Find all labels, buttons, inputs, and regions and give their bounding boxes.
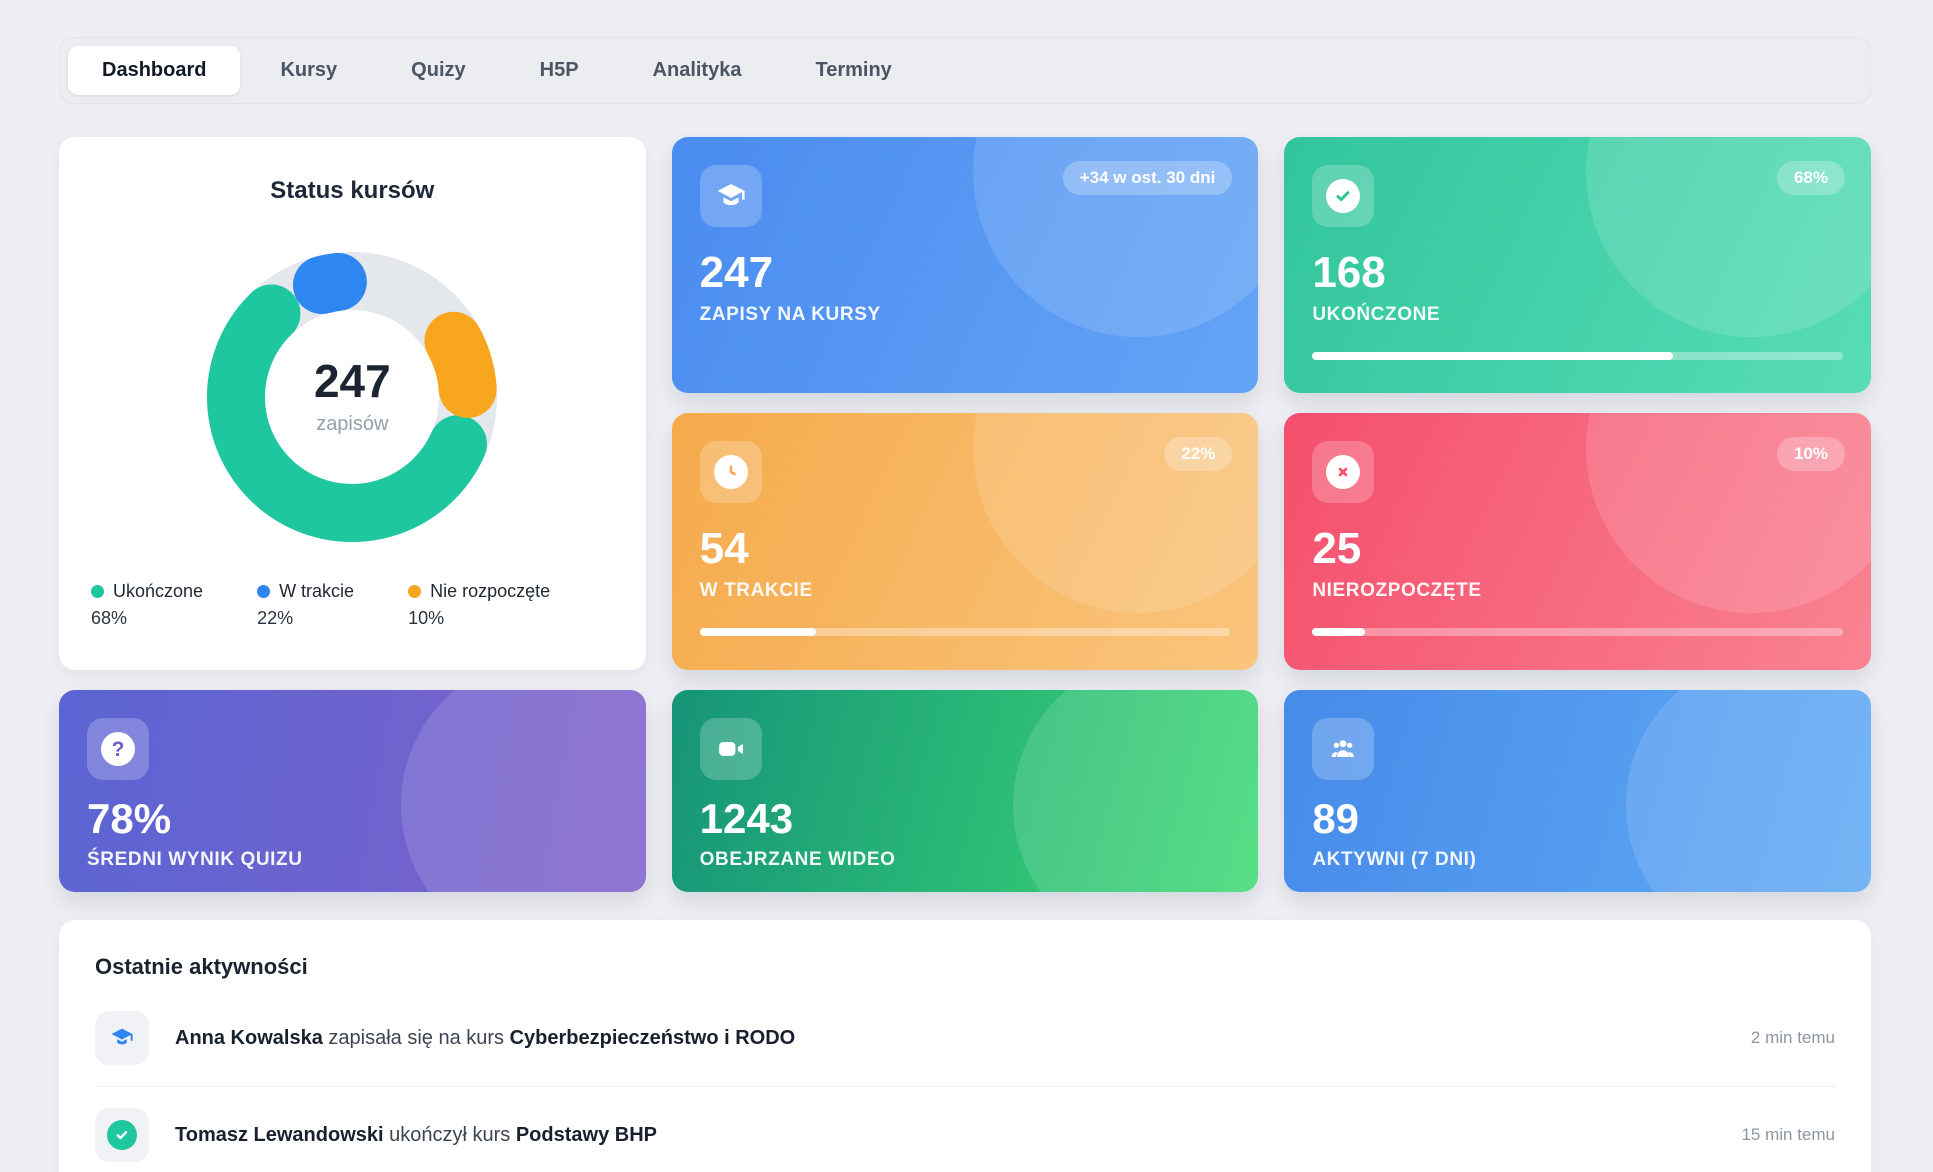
main-tabbar: Dashboard Kursy Quizy H5P Analityka Term… — [59, 37, 1871, 104]
tab-kursy[interactable]: Kursy — [280, 59, 338, 81]
stat-card-aktywni: 89 AKTYWNI (7 DNI) — [1284, 690, 1871, 892]
course-status-title: Status kursów — [270, 177, 435, 204]
stat-value: 78% — [87, 795, 172, 842]
donut-legend: Ukończone 68% W trakcie 22% Nie rozpoczę… — [77, 581, 628, 629]
stat-label: AKTYWNI (7 DNI) — [1312, 849, 1477, 870]
x-circle-icon — [1312, 441, 1375, 503]
decorative-circle — [1013, 690, 1259, 892]
stat-label: W TRAKCIE — [699, 580, 813, 601]
progress-bar — [699, 628, 1231, 636]
legend-dot-orange — [408, 585, 422, 598]
legend-item-ukonczone: Ukończone 68% — [91, 581, 203, 629]
progress-bar — [1312, 628, 1843, 636]
tab-dashboard[interactable]: Dashboard — [68, 46, 241, 95]
stat-value: 1243 — [699, 795, 794, 842]
recent-activities-card: Ostatnie aktywności Anna Kowalska zapisa… — [59, 920, 1871, 1172]
stat-card-nierozpoczete: 10% 25 NIEROZPOCZĘTE — [1284, 413, 1871, 670]
tab-terminy[interactable]: Terminy — [815, 59, 892, 81]
legend-dot-blue — [257, 585, 271, 598]
activity-course: Podstawy BHP — [515, 1123, 657, 1146]
recent-activities-title: Ostatnie aktywności — [95, 954, 308, 979]
activity-user: Anna Kowalska — [175, 1026, 323, 1049]
stat-label: UKOŃCZONE — [1312, 304, 1441, 325]
legend-label: Ukończone — [113, 581, 204, 601]
stat-value: 54 — [699, 524, 749, 573]
stat-card-zapisy: +34 w ost. 30 dni 247 ZAPISY NA KURSY — [671, 137, 1259, 393]
stat-card-obejrzane-wideo: 1243 OBEJRZANE WIDEO — [671, 690, 1259, 892]
clock-icon — [699, 441, 762, 503]
video-camera-icon — [699, 718, 762, 780]
legend-item-w-trakcie: W trakcie 22% — [257, 581, 354, 629]
graduation-cap-icon — [95, 1011, 149, 1065]
stat-card-sredni-wynik: ? 78% ŚREDNI WYNIK QUIZU — [59, 690, 646, 892]
stat-label: ŚREDNI WYNIK QUIZU — [87, 849, 303, 870]
progress-bar — [1312, 352, 1843, 360]
stat-card-ukonczone: 68% 168 UKOŃCZONE — [1284, 137, 1871, 393]
legend-percent: 22% — [257, 608, 294, 628]
activity-text: Anna Kowalska zapisała się na kurs Cyber… — [175, 1026, 796, 1049]
activity-user: Tomasz Lewandowski — [175, 1123, 384, 1146]
check-circle-icon — [95, 1108, 149, 1162]
stat-value: 168 — [1312, 248, 1386, 297]
legend-percent: 68% — [91, 608, 128, 628]
tab-analityka[interactable]: Analityka — [652, 59, 742, 81]
legend-dot-green — [91, 585, 104, 598]
stat-badge: 10% — [1776, 437, 1845, 471]
donut-svg — [207, 252, 498, 542]
tab-h5p[interactable]: H5P — [539, 59, 579, 81]
activity-row: Anna Kowalska zapisała się na kurs Cyber… — [95, 990, 1835, 1086]
stat-value: 89 — [1312, 795, 1360, 842]
check-circle-icon — [1312, 165, 1375, 227]
legend-label: Nie rozpoczęte — [430, 581, 551, 601]
users-icon — [1312, 718, 1375, 780]
tab-quizy[interactable]: Quizy — [411, 59, 466, 81]
stat-badge: +34 w ost. 30 dni — [1062, 161, 1233, 195]
graduation-cap-icon — [699, 165, 762, 227]
legend-label: W trakcie — [279, 581, 355, 601]
stat-card-w-trakcie: 22% 54 W TRAKCIE — [671, 413, 1259, 670]
stat-label: ZAPISY NA KURSY — [699, 304, 881, 325]
stat-badge: 22% — [1164, 437, 1233, 471]
activity-time: 15 min temu — [1741, 1125, 1835, 1144]
activity-row: Tomasz Lewandowski ukończył kurs Podstaw… — [95, 1086, 1835, 1172]
decorative-circle — [1626, 690, 1871, 892]
course-status-donut-chart: 247 zapisów — [204, 249, 500, 545]
question-circle-icon: ? — [87, 718, 149, 780]
course-status-card: Status kursów 247 zapisów Ukończone 68% … — [59, 137, 646, 670]
stat-value: 247 — [699, 248, 774, 297]
stats-grid: Status kursów 247 zapisów Ukończone 68% … — [59, 137, 1871, 892]
stat-value: 25 — [1312, 524, 1362, 573]
stat-label: NIEROZPOCZĘTE — [1312, 580, 1482, 601]
decorative-circle — [400, 690, 646, 892]
activity-course: Cyberbezpieczeństwo i RODO — [509, 1026, 796, 1049]
legend-item-nie-rozpoczete: Nie rozpoczęte 10% — [408, 581, 550, 629]
stat-label: OBEJRZANE WIDEO — [699, 849, 896, 870]
legend-percent: 10% — [408, 608, 445, 628]
stat-badge: 68% — [1776, 161, 1845, 195]
activity-time: 2 min temu — [1750, 1028, 1835, 1047]
activity-text: Tomasz Lewandowski ukończył kurs Podstaw… — [175, 1123, 657, 1146]
